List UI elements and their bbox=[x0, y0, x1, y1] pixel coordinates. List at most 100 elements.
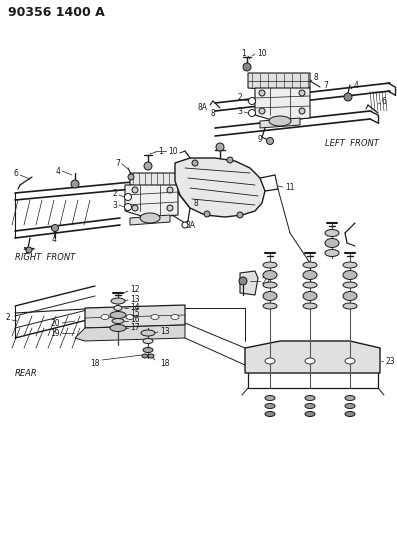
Text: REAR: REAR bbox=[15, 368, 38, 377]
Ellipse shape bbox=[305, 403, 315, 408]
Ellipse shape bbox=[325, 230, 339, 237]
Ellipse shape bbox=[265, 411, 275, 416]
Ellipse shape bbox=[303, 262, 317, 268]
Text: 23: 23 bbox=[385, 357, 395, 366]
Circle shape bbox=[299, 108, 305, 114]
Ellipse shape bbox=[143, 338, 153, 343]
Text: 20: 20 bbox=[50, 319, 60, 327]
Polygon shape bbox=[245, 341, 380, 373]
Polygon shape bbox=[130, 215, 170, 225]
Polygon shape bbox=[85, 305, 185, 328]
Text: 10: 10 bbox=[257, 49, 267, 58]
Text: 8: 8 bbox=[313, 74, 318, 83]
Circle shape bbox=[237, 212, 243, 218]
Polygon shape bbox=[75, 325, 185, 341]
Ellipse shape bbox=[345, 358, 355, 364]
Ellipse shape bbox=[325, 249, 339, 256]
Text: 18: 18 bbox=[160, 359, 170, 367]
Ellipse shape bbox=[140, 213, 160, 223]
Ellipse shape bbox=[303, 282, 317, 288]
Ellipse shape bbox=[345, 395, 355, 400]
Polygon shape bbox=[125, 185, 178, 218]
Text: 8: 8 bbox=[210, 109, 215, 117]
Circle shape bbox=[249, 109, 256, 117]
Text: 8A: 8A bbox=[185, 221, 195, 230]
Ellipse shape bbox=[148, 354, 154, 358]
Circle shape bbox=[243, 63, 251, 71]
Circle shape bbox=[204, 211, 210, 217]
Ellipse shape bbox=[263, 292, 277, 301]
Text: 7: 7 bbox=[115, 159, 120, 168]
Polygon shape bbox=[260, 118, 300, 128]
Ellipse shape bbox=[263, 303, 277, 309]
Circle shape bbox=[167, 205, 173, 211]
Circle shape bbox=[182, 222, 188, 228]
Polygon shape bbox=[240, 271, 258, 295]
Text: RIGHT  FRONT: RIGHT FRONT bbox=[15, 254, 75, 262]
Text: 7: 7 bbox=[323, 82, 328, 91]
Text: 2: 2 bbox=[112, 190, 117, 198]
Ellipse shape bbox=[110, 311, 126, 319]
Circle shape bbox=[192, 160, 198, 166]
Ellipse shape bbox=[305, 411, 315, 416]
Circle shape bbox=[167, 187, 173, 193]
Circle shape bbox=[259, 108, 265, 114]
Text: 13: 13 bbox=[130, 295, 140, 303]
Ellipse shape bbox=[110, 325, 126, 332]
Circle shape bbox=[259, 90, 265, 96]
Text: 19: 19 bbox=[50, 328, 60, 337]
Circle shape bbox=[344, 93, 352, 101]
Circle shape bbox=[132, 205, 138, 211]
Text: 4: 4 bbox=[55, 166, 60, 175]
Text: 8: 8 bbox=[193, 198, 198, 207]
Text: 4: 4 bbox=[52, 236, 57, 245]
Ellipse shape bbox=[263, 271, 277, 279]
Ellipse shape bbox=[111, 298, 125, 304]
Text: 3: 3 bbox=[237, 107, 242, 116]
Ellipse shape bbox=[142, 354, 148, 358]
Ellipse shape bbox=[265, 358, 275, 364]
Text: 1: 1 bbox=[158, 147, 163, 156]
Text: 2: 2 bbox=[5, 313, 10, 322]
Ellipse shape bbox=[263, 282, 277, 288]
Ellipse shape bbox=[303, 271, 317, 279]
Circle shape bbox=[71, 180, 79, 188]
Text: 2: 2 bbox=[237, 93, 242, 102]
Circle shape bbox=[299, 90, 305, 96]
Ellipse shape bbox=[343, 292, 357, 301]
Circle shape bbox=[216, 143, 224, 151]
Polygon shape bbox=[175, 158, 265, 217]
Circle shape bbox=[266, 138, 274, 144]
Ellipse shape bbox=[143, 348, 153, 352]
Ellipse shape bbox=[343, 303, 357, 309]
Ellipse shape bbox=[101, 314, 109, 319]
Ellipse shape bbox=[325, 238, 339, 247]
Circle shape bbox=[144, 162, 152, 170]
Ellipse shape bbox=[303, 303, 317, 309]
Text: 16: 16 bbox=[130, 316, 140, 325]
Ellipse shape bbox=[263, 262, 277, 268]
Text: 10: 10 bbox=[168, 147, 177, 156]
Polygon shape bbox=[255, 88, 310, 121]
Ellipse shape bbox=[305, 358, 315, 364]
Ellipse shape bbox=[343, 282, 357, 288]
Ellipse shape bbox=[126, 314, 134, 319]
Ellipse shape bbox=[345, 411, 355, 416]
Text: 9: 9 bbox=[258, 134, 263, 143]
Text: 11: 11 bbox=[285, 183, 295, 192]
Circle shape bbox=[239, 277, 247, 285]
Text: 17: 17 bbox=[130, 322, 140, 332]
Circle shape bbox=[52, 224, 58, 231]
Text: 12: 12 bbox=[130, 286, 139, 295]
Circle shape bbox=[227, 157, 233, 163]
Ellipse shape bbox=[151, 314, 159, 319]
Circle shape bbox=[249, 98, 256, 104]
Polygon shape bbox=[248, 73, 310, 91]
Polygon shape bbox=[130, 173, 178, 188]
Ellipse shape bbox=[141, 330, 155, 336]
Text: 8A: 8A bbox=[198, 103, 208, 112]
Text: 15: 15 bbox=[130, 310, 140, 319]
Ellipse shape bbox=[305, 395, 315, 400]
Text: 6: 6 bbox=[13, 168, 18, 177]
Ellipse shape bbox=[345, 403, 355, 408]
